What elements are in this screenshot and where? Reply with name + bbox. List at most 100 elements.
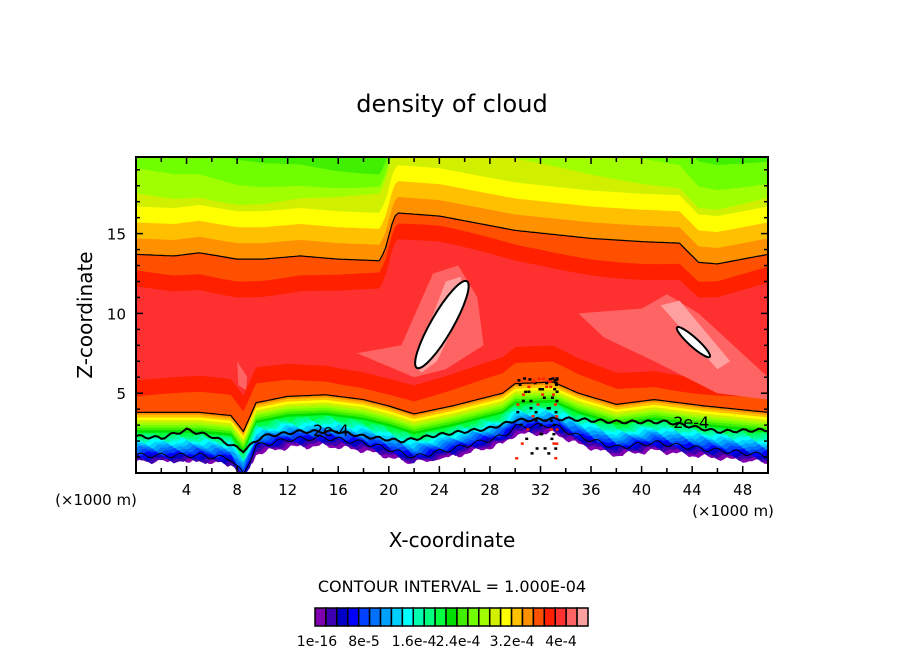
colorbar-swatch xyxy=(390,607,404,627)
convective-noise-mark xyxy=(528,378,532,381)
convective-noise-mark xyxy=(536,403,540,406)
convective-noise-mark xyxy=(539,432,543,436)
convective-noise-mark xyxy=(535,447,539,450)
x-tick-label: 24 xyxy=(430,481,449,499)
colorbar-swatch xyxy=(368,607,382,627)
y-axis-label: Z-coordinate xyxy=(73,251,97,378)
colorbar-swatch xyxy=(357,607,371,627)
convective-noise-mark xyxy=(544,419,548,422)
colorbar-swatch xyxy=(467,607,480,627)
x-tick-label: 40 xyxy=(632,481,651,499)
colorbar-swatch xyxy=(423,607,436,627)
contour-band-level-23 xyxy=(578,294,768,400)
x-tick-label: 8 xyxy=(232,481,242,499)
convective-noise-mark xyxy=(521,393,525,396)
x-unit-left: (×1000 m) xyxy=(55,491,137,509)
convective-noise-mark xyxy=(541,393,545,396)
colorbar-swatch xyxy=(576,607,589,627)
convective-noise-mark xyxy=(553,403,557,406)
convective-noise-mark xyxy=(525,437,529,441)
convective-noise-mark xyxy=(530,452,534,455)
convective-noise-mark xyxy=(523,377,527,380)
x-axis-label: X-coordinate xyxy=(389,528,516,552)
convective-noise-mark xyxy=(545,381,549,385)
colorbar-swatch xyxy=(510,607,524,627)
convective-noise-mark xyxy=(524,390,528,394)
contour-lines: 2e-4 2e-4 xyxy=(136,212,768,473)
colorbar-labels: 1e-16 8e-5 1.6e-4 2.4e-4 3.2e-4 4e-4 xyxy=(297,634,577,650)
convective-noise-mark xyxy=(549,419,553,422)
colorbar-label: 1e-16 xyxy=(297,634,337,650)
y-tick-label: 5 xyxy=(116,385,126,403)
convective-noise-mark xyxy=(552,442,556,445)
contour-maximum-region xyxy=(414,279,470,370)
colorbar-swatch xyxy=(521,607,535,627)
convective-noise-mark xyxy=(555,428,559,431)
y-tick-labels: 5 10 15 xyxy=(107,226,126,404)
convective-noise-mark xyxy=(515,457,519,460)
y-tick-label: 15 xyxy=(107,226,126,244)
convective-noise-mark xyxy=(548,380,552,383)
convective-noise-mark xyxy=(518,383,522,387)
colorbar-label: 2.4e-4 xyxy=(436,634,481,650)
colorbar-label: 4e-4 xyxy=(545,634,577,650)
convective-noise-mark xyxy=(534,419,538,422)
colorbar-swatch xyxy=(554,607,567,627)
colorbar-swatch xyxy=(347,607,360,627)
contour-band-level-24 xyxy=(660,300,731,370)
x-tick-label: 48 xyxy=(733,481,752,499)
contour-line-lower xyxy=(136,381,768,433)
contour-interval-text: CONTOUR INTERVAL = 1.000E-04 xyxy=(318,577,586,596)
colorbar-swatch xyxy=(379,607,393,627)
convective-noise-mark xyxy=(549,385,553,389)
colorbar-swatch xyxy=(401,607,415,627)
colorbar-label: 8e-5 xyxy=(348,634,379,650)
convective-noise-mark xyxy=(527,385,531,389)
contour-maximum-region xyxy=(675,326,712,359)
colorbar-swatch xyxy=(445,607,458,627)
x-tick-label: 20 xyxy=(379,481,398,499)
colorbar-label: 3.2e-4 xyxy=(490,634,535,650)
colorbar-swatch xyxy=(336,607,349,627)
convective-noise-mark xyxy=(526,428,530,431)
x-tick-label: 44 xyxy=(683,481,702,499)
convective-noise-mark xyxy=(545,380,549,383)
colorbar-swatch xyxy=(532,607,546,627)
x-tick-label: 16 xyxy=(329,481,348,499)
convective-noise-mark xyxy=(550,396,554,399)
convective-noise-mark xyxy=(529,406,533,410)
convective-noise-mark xyxy=(517,379,521,382)
colorbar-swatch xyxy=(456,607,469,627)
colorbar-swatch xyxy=(488,607,502,627)
colorbar-swatch xyxy=(478,607,491,627)
colorbar xyxy=(314,607,589,627)
convective-noise-mark xyxy=(555,415,559,418)
convective-noise-mark xyxy=(554,383,558,387)
contour-label: 2e-4 xyxy=(313,421,349,440)
colorbar-swatch xyxy=(543,607,556,627)
convective-noise-mark xyxy=(549,428,553,431)
convective-noise-mark xyxy=(555,399,559,403)
convective-noise-mark xyxy=(529,399,533,403)
convective-noise-mark xyxy=(533,381,537,385)
chart-title: density of cloud xyxy=(356,90,547,118)
y-tick-label: 10 xyxy=(107,305,126,323)
convective-noise-mark xyxy=(554,456,558,460)
colorbar-swatch xyxy=(412,607,425,627)
convective-noise-mark xyxy=(539,423,543,427)
convective-noise-mark xyxy=(546,407,550,410)
convective-noise-mark xyxy=(553,387,557,391)
convective-noise-mark xyxy=(547,452,551,455)
plot-frame xyxy=(135,156,769,474)
convective-noise-mark xyxy=(548,378,552,381)
x-tick-label: 32 xyxy=(531,481,550,499)
convective-noise-mark xyxy=(550,437,554,441)
colorbar-swatch xyxy=(325,607,338,627)
convective-noise-mark xyxy=(543,447,547,450)
convective-noise-mark xyxy=(527,390,531,393)
x-tick-label: 28 xyxy=(480,481,499,499)
convective-noise-mark xyxy=(516,403,520,406)
convective-noise-mark xyxy=(542,396,546,399)
contour-line-low xyxy=(136,422,768,473)
